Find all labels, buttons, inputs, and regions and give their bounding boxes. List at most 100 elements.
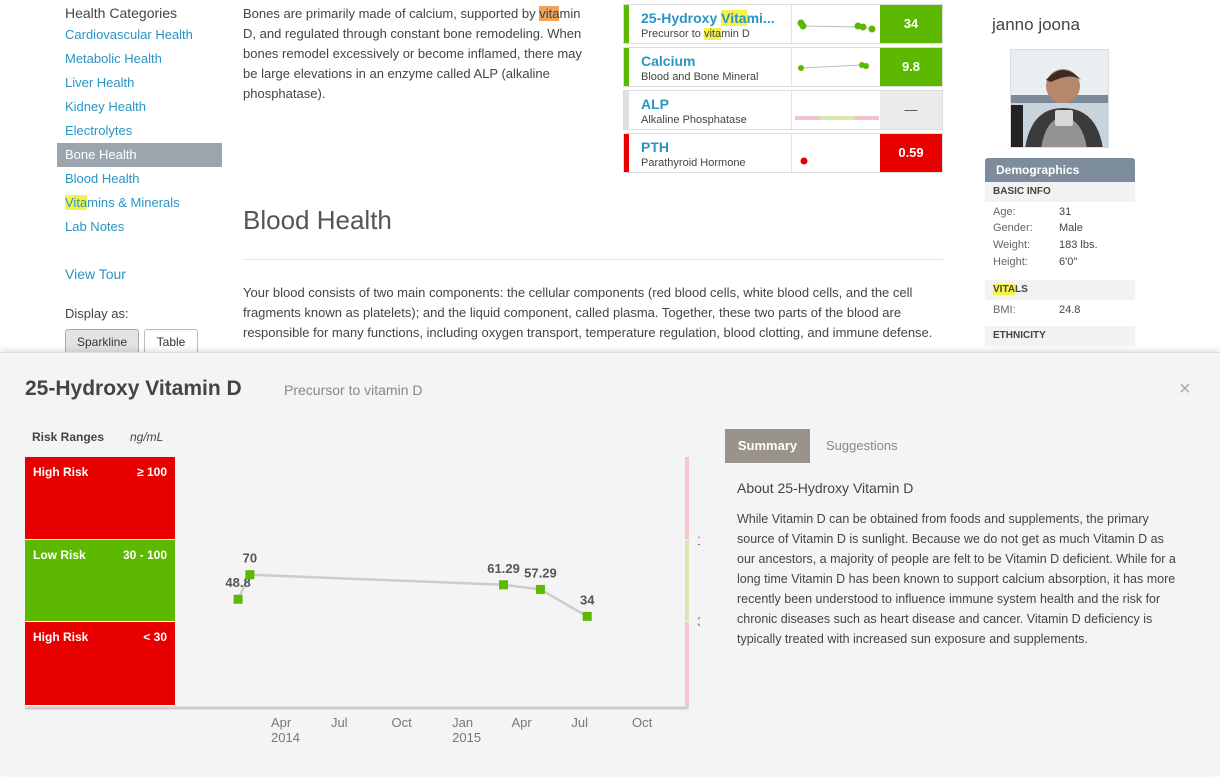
x-tick-label: Oct: [392, 715, 413, 730]
data-point: [245, 570, 255, 580]
risk-zone-low: Low Risk 30 - 100: [25, 540, 175, 621]
sparkline: [791, 5, 881, 43]
biomarker-card-pth[interactable]: PTH Parathyroid Hormone 0.59: [623, 133, 943, 173]
sidebar-item-liver[interactable]: Liver Health: [65, 75, 135, 90]
close-icon[interactable]: ×: [1179, 378, 1191, 400]
biomarker-detail-panel: 25-Hydroxy Vitamin D Precursor to vitami…: [0, 352, 1220, 776]
x-tick-label: Oct: [632, 715, 653, 730]
weight-row: Weight: 183 lbs.: [993, 239, 1098, 251]
x-tick-label: Jul: [571, 715, 588, 730]
risk-ranges-label: Risk Ranges: [32, 430, 105, 444]
data-label: 34: [580, 592, 595, 607]
biomarker-name: ALP: [641, 96, 669, 112]
biomarker-card-calcium[interactable]: Calcium Blood and Bone Mineral 9.8: [623, 47, 943, 87]
age-row: Age: 31: [993, 206, 1072, 218]
search-highlight-current: vita: [539, 6, 560, 21]
detail-title: 25-Hydroxy Vitamin D: [25, 377, 242, 400]
x-tick-label: Apr: [271, 715, 292, 730]
view-tour-link[interactable]: View Tour: [65, 266, 126, 282]
status-bar: [624, 48, 629, 86]
health-categories-sidebar: Health Categories Cardiovascular Health …: [57, 0, 222, 355]
x-tick-label: Jan: [452, 715, 473, 730]
vitals-header: VITALS: [985, 280, 1135, 300]
status-bar: [624, 134, 629, 172]
description-text: Bones are primarily made of calcium, sup…: [243, 6, 540, 21]
about-text: While Vitamin D can be obtained from foo…: [737, 512, 1176, 646]
user-profile-panel: janno joona Demographics BASIC INFO Age:…: [985, 0, 1135, 352]
basic-info-header: BASIC INFO: [985, 182, 1135, 202]
biomarker-value: 34: [880, 5, 942, 43]
blood-health-description: Your blood consists of two main componen…: [243, 285, 933, 340]
biomarker-value: 0.59: [880, 134, 942, 172]
biomarker-value: 9.8: [880, 48, 942, 86]
zone-range: ≥ 100: [137, 465, 167, 479]
biomarker-subtitle: Parathyroid Hormone: [641, 157, 746, 169]
height-row: Height: 6'0": [993, 256, 1078, 268]
status-bar: [624, 91, 629, 129]
biomarker-subtitle: Blood and Bone Mineral: [641, 71, 759, 83]
range-strip-low: [685, 540, 689, 621]
sparkline: [791, 91, 881, 129]
x-tick-label: Apr: [511, 715, 532, 730]
gender-row: Gender: Male: [993, 222, 1083, 234]
bone-health-description: Bones are primarily made of calcium, sup…: [243, 4, 588, 104]
zone-range: < 30: [143, 630, 167, 644]
zone-name: Low Risk: [33, 548, 86, 562]
biomarker-name: PTH: [641, 139, 669, 155]
sidebar-item-label: mins & Minerals: [87, 195, 180, 210]
data-point: [233, 594, 243, 604]
biomarker-card-vitamin-d[interactable]: 25-Hydroxy Vitami... Precursor to vitami…: [623, 4, 943, 44]
biomarker-name: Calcium: [641, 53, 696, 69]
x-tick-year-label: 2014: [271, 730, 300, 745]
data-label: 70: [243, 551, 257, 566]
y-tick-label: 30: [697, 614, 700, 629]
unit-label: ng/mL: [130, 430, 164, 444]
range-strip-high: [685, 457, 689, 539]
zone-range: 30 - 100: [122, 548, 167, 562]
bmi-row: BMI: 24.8: [993, 304, 1081, 316]
risk-zone-high-upper: High Risk ≥ 100: [25, 457, 175, 539]
data-label: 57.29: [524, 565, 557, 580]
section-divider: [243, 259, 943, 260]
display-as-label: Display as:: [65, 306, 129, 321]
sidebar-item-metabolic[interactable]: Metabolic Health: [65, 51, 162, 66]
search-highlight: Vita: [65, 195, 88, 210]
avatar: [1010, 49, 1109, 148]
data-point: [535, 584, 545, 594]
sidebar-item-kidney[interactable]: Kidney Health: [65, 99, 146, 114]
zone-name: High Risk: [33, 465, 89, 479]
biomarker-subtitle: Precursor to vitamin D: [641, 28, 750, 40]
history-chart: 10030Apr2014JulOctJan2015AprJulOct48.870…: [25, 457, 700, 745]
data-point: [499, 580, 509, 590]
risk-zone-high-lower: High Risk < 30: [25, 622, 175, 705]
data-label: 48.8: [225, 575, 250, 590]
sidebar-item-lab-notes[interactable]: Lab Notes: [65, 219, 125, 234]
sidebar-item-bone-health[interactable]: Bone Health: [57, 143, 222, 167]
biomarker-subtitle: Alkaline Phosphatase: [641, 114, 747, 126]
sidebar-item-cardiovascular[interactable]: Cardiovascular Health: [65, 27, 193, 42]
biomarker-name: 25-Hydroxy Vitami...: [641, 10, 775, 26]
sparkline-toggle-button[interactable]: Sparkline: [65, 329, 139, 355]
status-bar: [624, 5, 629, 43]
biomarker-value: —: [880, 91, 942, 129]
detail-subtitle: Precursor to vitamin D: [284, 382, 423, 398]
categories-title: Health Categories: [65, 5, 178, 21]
tab-summary[interactable]: Summary: [725, 429, 810, 463]
tab-suggestions[interactable]: Suggestions: [826, 438, 898, 453]
demographics-header[interactable]: Demographics: [985, 158, 1135, 182]
sidebar-item-blood-health[interactable]: Blood Health: [65, 171, 140, 186]
sidebar-item-vitamins-minerals[interactable]: Vitamins & Minerals: [57, 191, 222, 215]
about-heading: About 25-Hydroxy Vitamin D: [737, 480, 914, 496]
ethnicity-header: ETHNICITY: [985, 326, 1135, 346]
x-tick-label: Jul: [331, 715, 348, 730]
series-line: [236, 573, 588, 618]
user-name: janno joona: [992, 15, 1080, 34]
sidebar-item-electrolytes[interactable]: Electrolytes: [65, 123, 133, 138]
sparkline: [791, 134, 881, 172]
description-text: min D, and regulated through constant bo…: [243, 6, 582, 101]
x-tick-year-label: 2015: [452, 730, 481, 745]
zone-name: High Risk: [33, 630, 89, 644]
biomarker-card-alp[interactable]: ALP Alkaline Phosphatase —: [623, 90, 943, 130]
data-label: 61.29: [487, 561, 520, 576]
range-strip-high: [685, 622, 689, 708]
